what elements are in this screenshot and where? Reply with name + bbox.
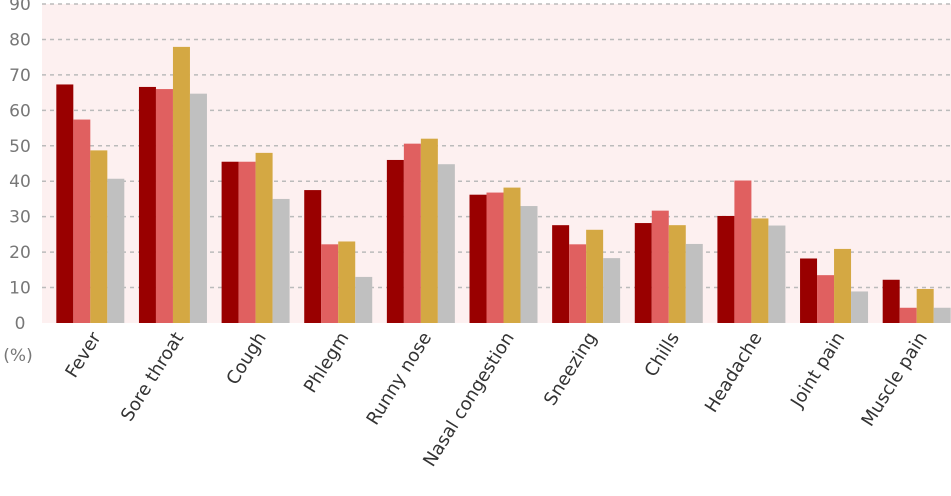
y-tick-label: 40 [9,172,31,192]
bar [56,84,74,323]
bar [321,244,339,323]
bar [189,93,207,324]
bar [238,161,256,323]
bar [734,180,752,323]
bar [272,198,290,323]
bar [717,215,735,323]
bar [634,223,652,323]
y-tick-label: 30 [9,208,31,228]
bar [569,244,587,323]
bar [138,86,156,323]
bar [800,258,818,323]
x-tick-label: Sore throat [117,329,188,426]
bar [603,258,621,323]
bar [107,178,125,323]
bar [751,218,769,323]
bar [503,187,521,323]
bar [586,229,604,323]
bar [386,159,404,323]
y-tick-label: 90 [9,0,31,15]
bar [851,291,869,323]
bar [437,164,455,323]
x-tick-label: Cough [222,329,270,389]
bar [73,119,91,323]
y-axis-unit: (%) [3,346,32,366]
x-tick-label: Nasal congestion [419,329,519,471]
bar [817,275,835,323]
bar [420,138,438,323]
bar [668,225,686,323]
y-tick-label: 10 [9,279,31,299]
bar [90,150,108,323]
y-tick-label: 80 [9,30,31,50]
x-tick-label: Runny nose [363,329,437,429]
x-tick-label: Sneezing [540,329,601,410]
bar [685,243,703,323]
bar [768,225,786,323]
bar [172,46,190,323]
bar [552,225,570,323]
x-axis-labels: Fever Sore throat Cough Phlegm Runny noseNas… [61,328,931,470]
bar [651,210,669,323]
bar [403,143,421,323]
bar [486,192,504,323]
bar-series [56,46,951,324]
bar [355,276,373,323]
bar [155,89,173,323]
y-axis-ticks: 0 10 20 30 40 50 60 70 80 90 [9,0,31,334]
x-tick-label: Joint pain [786,329,849,413]
bar [882,279,900,323]
y-tick-label: 70 [9,66,31,86]
bar [933,307,951,323]
bar [916,288,934,323]
x-tick-label: Chills [641,329,684,381]
x-tick-label: Headache [701,329,767,417]
y-tick-label: 20 [9,243,31,263]
x-tick-label: Muscle pain [857,329,931,431]
x-tick-label: Fever [61,328,105,382]
x-tick-label: Phlegm [300,329,353,397]
y-tick-label: 50 [9,137,31,157]
bar [469,194,487,323]
y-tick-label: 0 [15,314,26,334]
bar [221,161,239,323]
bar [255,152,273,323]
bar [834,248,852,323]
bar [899,307,917,323]
bar [304,190,322,323]
bar [338,241,356,323]
y-tick-label: 60 [9,101,31,121]
bar [520,206,538,323]
